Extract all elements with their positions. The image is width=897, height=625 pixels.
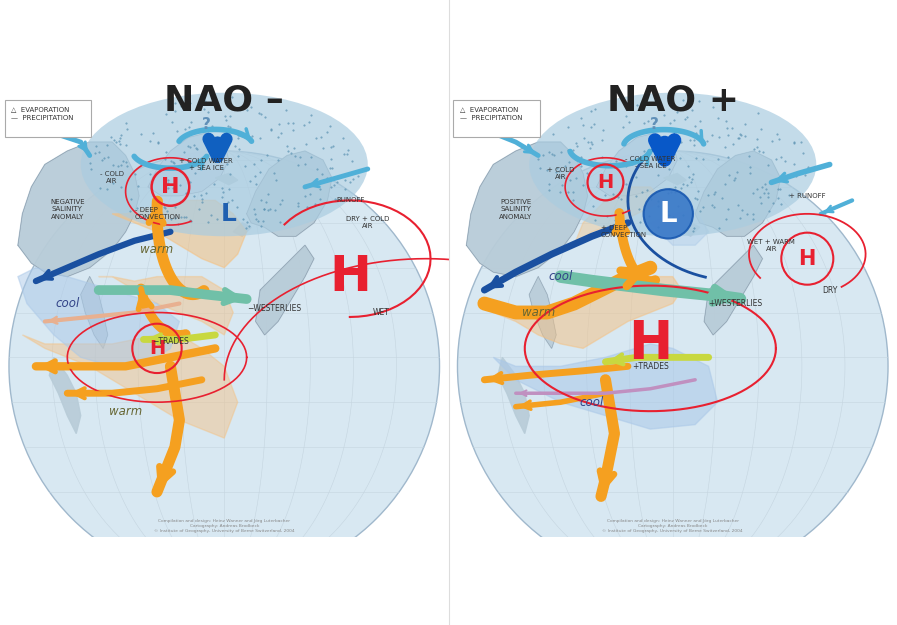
Ellipse shape (529, 92, 816, 236)
Circle shape (643, 189, 692, 239)
Text: +WESTERLIES: +WESTERLIES (709, 299, 762, 308)
Polygon shape (148, 133, 229, 196)
Text: warm: warm (521, 306, 555, 319)
Text: NAO +: NAO + (606, 84, 739, 118)
Text: ?: ? (202, 117, 211, 132)
Polygon shape (466, 142, 588, 277)
Text: DRY + COLD
AIR: DRY + COLD AIR (346, 216, 389, 229)
Text: L: L (659, 200, 677, 228)
Text: WET + WARM
AIR: WET + WARM AIR (747, 239, 796, 252)
Polygon shape (650, 209, 709, 245)
Text: warm: warm (109, 404, 143, 418)
Text: △  EVAPORATION
—  PRECIPITATION: △ EVAPORATION — PRECIPITATION (11, 106, 74, 121)
Text: + DEEP
CONVECTION: + DEEP CONVECTION (601, 225, 647, 238)
Polygon shape (597, 133, 677, 196)
Text: Compilation and design: Heinz Wanner and Jörg Luterbacher
Cartography: Andreas B: Compilation and design: Heinz Wanner and… (603, 519, 743, 533)
Ellipse shape (9, 151, 440, 582)
Text: Compilation and design: Heinz Wanner and Jörg Luterbacher
Cartography: Andreas B: Compilation and design: Heinz Wanner and… (154, 519, 294, 533)
Polygon shape (215, 174, 238, 184)
Text: ?: ? (650, 117, 659, 132)
Text: NEGATIVE
SALINITY
ANOMALY: NEGATIVE SALINITY ANOMALY (50, 199, 84, 220)
Ellipse shape (457, 151, 888, 582)
Text: −TRADES: −TRADES (152, 337, 188, 346)
Text: - COLD
AIR: - COLD AIR (100, 171, 124, 184)
Text: - DEEP
CONVECTION: - DEEP CONVECTION (135, 208, 180, 221)
Text: WET: WET (373, 308, 389, 317)
Polygon shape (664, 174, 686, 184)
Polygon shape (18, 268, 179, 366)
Polygon shape (574, 187, 664, 245)
Polygon shape (22, 335, 238, 438)
FancyBboxPatch shape (453, 100, 540, 137)
Polygon shape (493, 277, 682, 348)
Text: H: H (798, 249, 816, 269)
Polygon shape (704, 245, 762, 335)
Polygon shape (233, 222, 251, 236)
Text: DRY: DRY (822, 286, 838, 294)
Text: L: L (221, 202, 237, 226)
Text: + COLD WATER
+ SEA ICE: + COLD WATER + SEA ICE (179, 158, 233, 171)
Text: H: H (628, 318, 673, 370)
Text: H: H (149, 339, 165, 358)
Polygon shape (112, 201, 247, 268)
Polygon shape (529, 277, 556, 348)
Polygon shape (493, 344, 718, 429)
Ellipse shape (81, 92, 368, 236)
Text: + COLD
AIR: + COLD AIR (547, 167, 574, 180)
Polygon shape (682, 222, 700, 236)
Text: warm: warm (140, 243, 174, 256)
Text: cool: cool (55, 297, 80, 310)
Text: cool: cool (548, 270, 573, 283)
Polygon shape (256, 245, 314, 335)
Polygon shape (49, 357, 81, 434)
Polygon shape (81, 277, 108, 348)
Text: + RUNOFF: + RUNOFF (789, 193, 826, 199)
Text: △  EVAPORATION
—  PRECIPITATION: △ EVAPORATION — PRECIPITATION (459, 106, 522, 121)
Polygon shape (695, 151, 780, 236)
Text: RUNOFF: RUNOFF (336, 198, 365, 203)
Text: cool: cool (579, 396, 605, 409)
Text: H: H (597, 173, 614, 192)
Polygon shape (18, 142, 139, 277)
Text: −WESTERLIES: −WESTERLIES (247, 304, 300, 312)
Text: +TRADES: +TRADES (632, 362, 668, 371)
Polygon shape (99, 277, 233, 335)
Text: - COLD WATER
- SEA ICE: - COLD WATER - SEA ICE (625, 156, 675, 169)
Text: H: H (329, 253, 370, 301)
Polygon shape (498, 357, 529, 434)
FancyBboxPatch shape (5, 100, 91, 137)
Text: H: H (161, 177, 179, 197)
Text: NAO –: NAO – (164, 84, 284, 118)
Polygon shape (247, 151, 332, 236)
Text: POSITIVE
SALINITY
ANOMALY: POSITIVE SALINITY ANOMALY (499, 199, 533, 220)
